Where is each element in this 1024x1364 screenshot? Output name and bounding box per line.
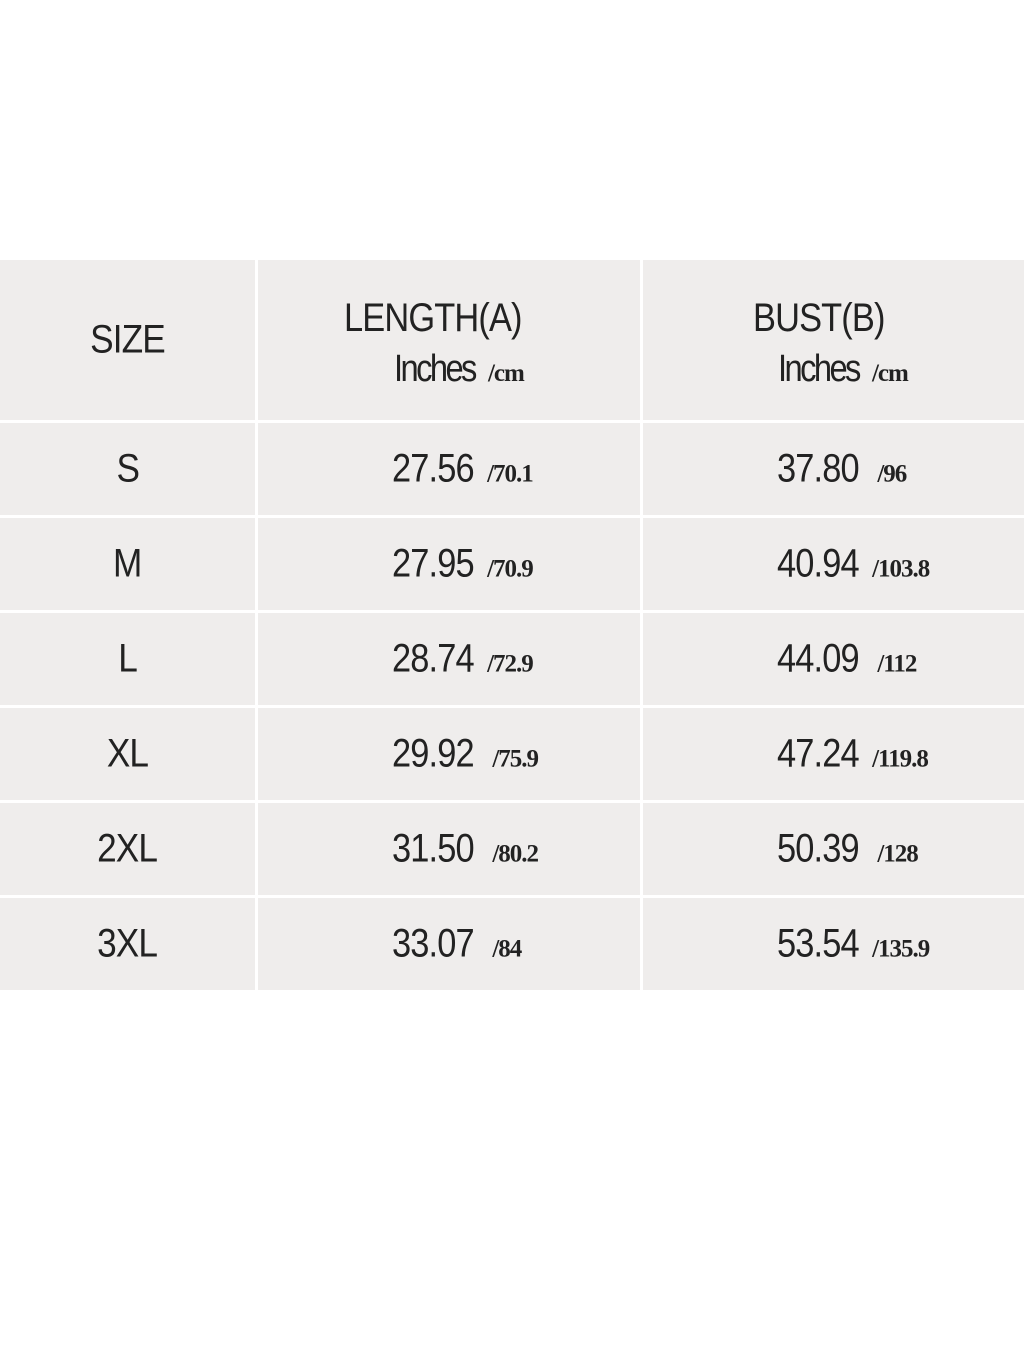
length-inches: 33.07: [392, 921, 475, 966]
bust-cm: /119.8: [872, 745, 929, 773]
header-bust-unit-cm: /cm: [871, 360, 909, 387]
bust-cell: 44.09 /112: [643, 613, 1024, 705]
size-cell: S: [0, 423, 255, 515]
size-cell: L: [0, 613, 255, 705]
length-cm: /75.9: [487, 745, 539, 773]
length-cm: /70.1: [487, 460, 534, 488]
header-length-unit-inches: Inches: [394, 348, 477, 390]
header-length-title: LENGTH(A): [344, 296, 523, 340]
length-inches: 27.56: [392, 446, 475, 491]
header-size: SIZE: [0, 260, 255, 420]
bust-cell: 40.94/103.8: [643, 518, 1024, 610]
bust-cm: /112: [872, 650, 917, 678]
header-size-label: SIZE: [90, 317, 166, 362]
length-inches: 29.92: [392, 731, 475, 776]
bust-cell: 50.39 /128: [643, 803, 1024, 895]
size-label: XL: [106, 731, 149, 776]
header-bust-title: BUST(B): [753, 296, 885, 340]
length-cell: 29.92 /75.9: [258, 708, 640, 800]
size-cell: 3XL: [0, 898, 255, 990]
bust-inches: 50.39: [777, 826, 860, 871]
bust-inches: 44.09: [777, 636, 860, 681]
length-cm: /80.2: [487, 840, 539, 868]
length-cm: /72.9: [487, 650, 534, 678]
size-label: 3XL: [97, 921, 158, 966]
header-bust-unit-inches: Inches: [778, 348, 861, 390]
size-cell: 2XL: [0, 803, 255, 895]
bust-cell: 53.54/135.9: [643, 898, 1024, 990]
size-label: L: [118, 636, 138, 681]
length-inches: 27.95: [392, 541, 475, 586]
bust-cell: 47.24/119.8: [643, 708, 1024, 800]
length-inches: 31.50: [392, 826, 475, 871]
length-cm: /84: [487, 935, 522, 963]
length-cm: /70.9: [487, 555, 534, 583]
size-label: M: [113, 541, 142, 586]
length-cell: 28.74/72.9: [258, 613, 640, 705]
length-cell: 27.56/70.1: [258, 423, 640, 515]
header-bust: BUST(B) Inches/cm: [643, 260, 1024, 420]
bust-cell: 37.80 /96: [643, 423, 1024, 515]
bust-inches: 47.24: [777, 731, 860, 776]
length-inches: 28.74: [392, 636, 475, 681]
size-cell: M: [0, 518, 255, 610]
size-label: S: [116, 446, 139, 491]
length-cell: 27.95/70.9: [258, 518, 640, 610]
bust-cm: /128: [872, 840, 918, 868]
size-label: 2XL: [97, 826, 158, 871]
header-length: LENGTH(A) Inches/cm: [258, 260, 640, 420]
bust-inches: 40.94: [777, 541, 860, 586]
bust-cm: /103.8: [872, 555, 930, 583]
bust-inches: 53.54: [777, 921, 860, 966]
bust-cm: /96: [872, 460, 907, 488]
bust-cm: /135.9: [872, 935, 930, 963]
length-cell: 31.50 /80.2: [258, 803, 640, 895]
header-length-unit-cm: /cm: [487, 360, 525, 387]
bust-inches: 37.80: [777, 446, 860, 491]
size-chart-table: SIZE LENGTH(A) Inches/cm BUST(B) Inches /…: [0, 260, 1024, 995]
length-cell: 33.07 /84: [258, 898, 640, 990]
size-cell: XL: [0, 708, 255, 800]
